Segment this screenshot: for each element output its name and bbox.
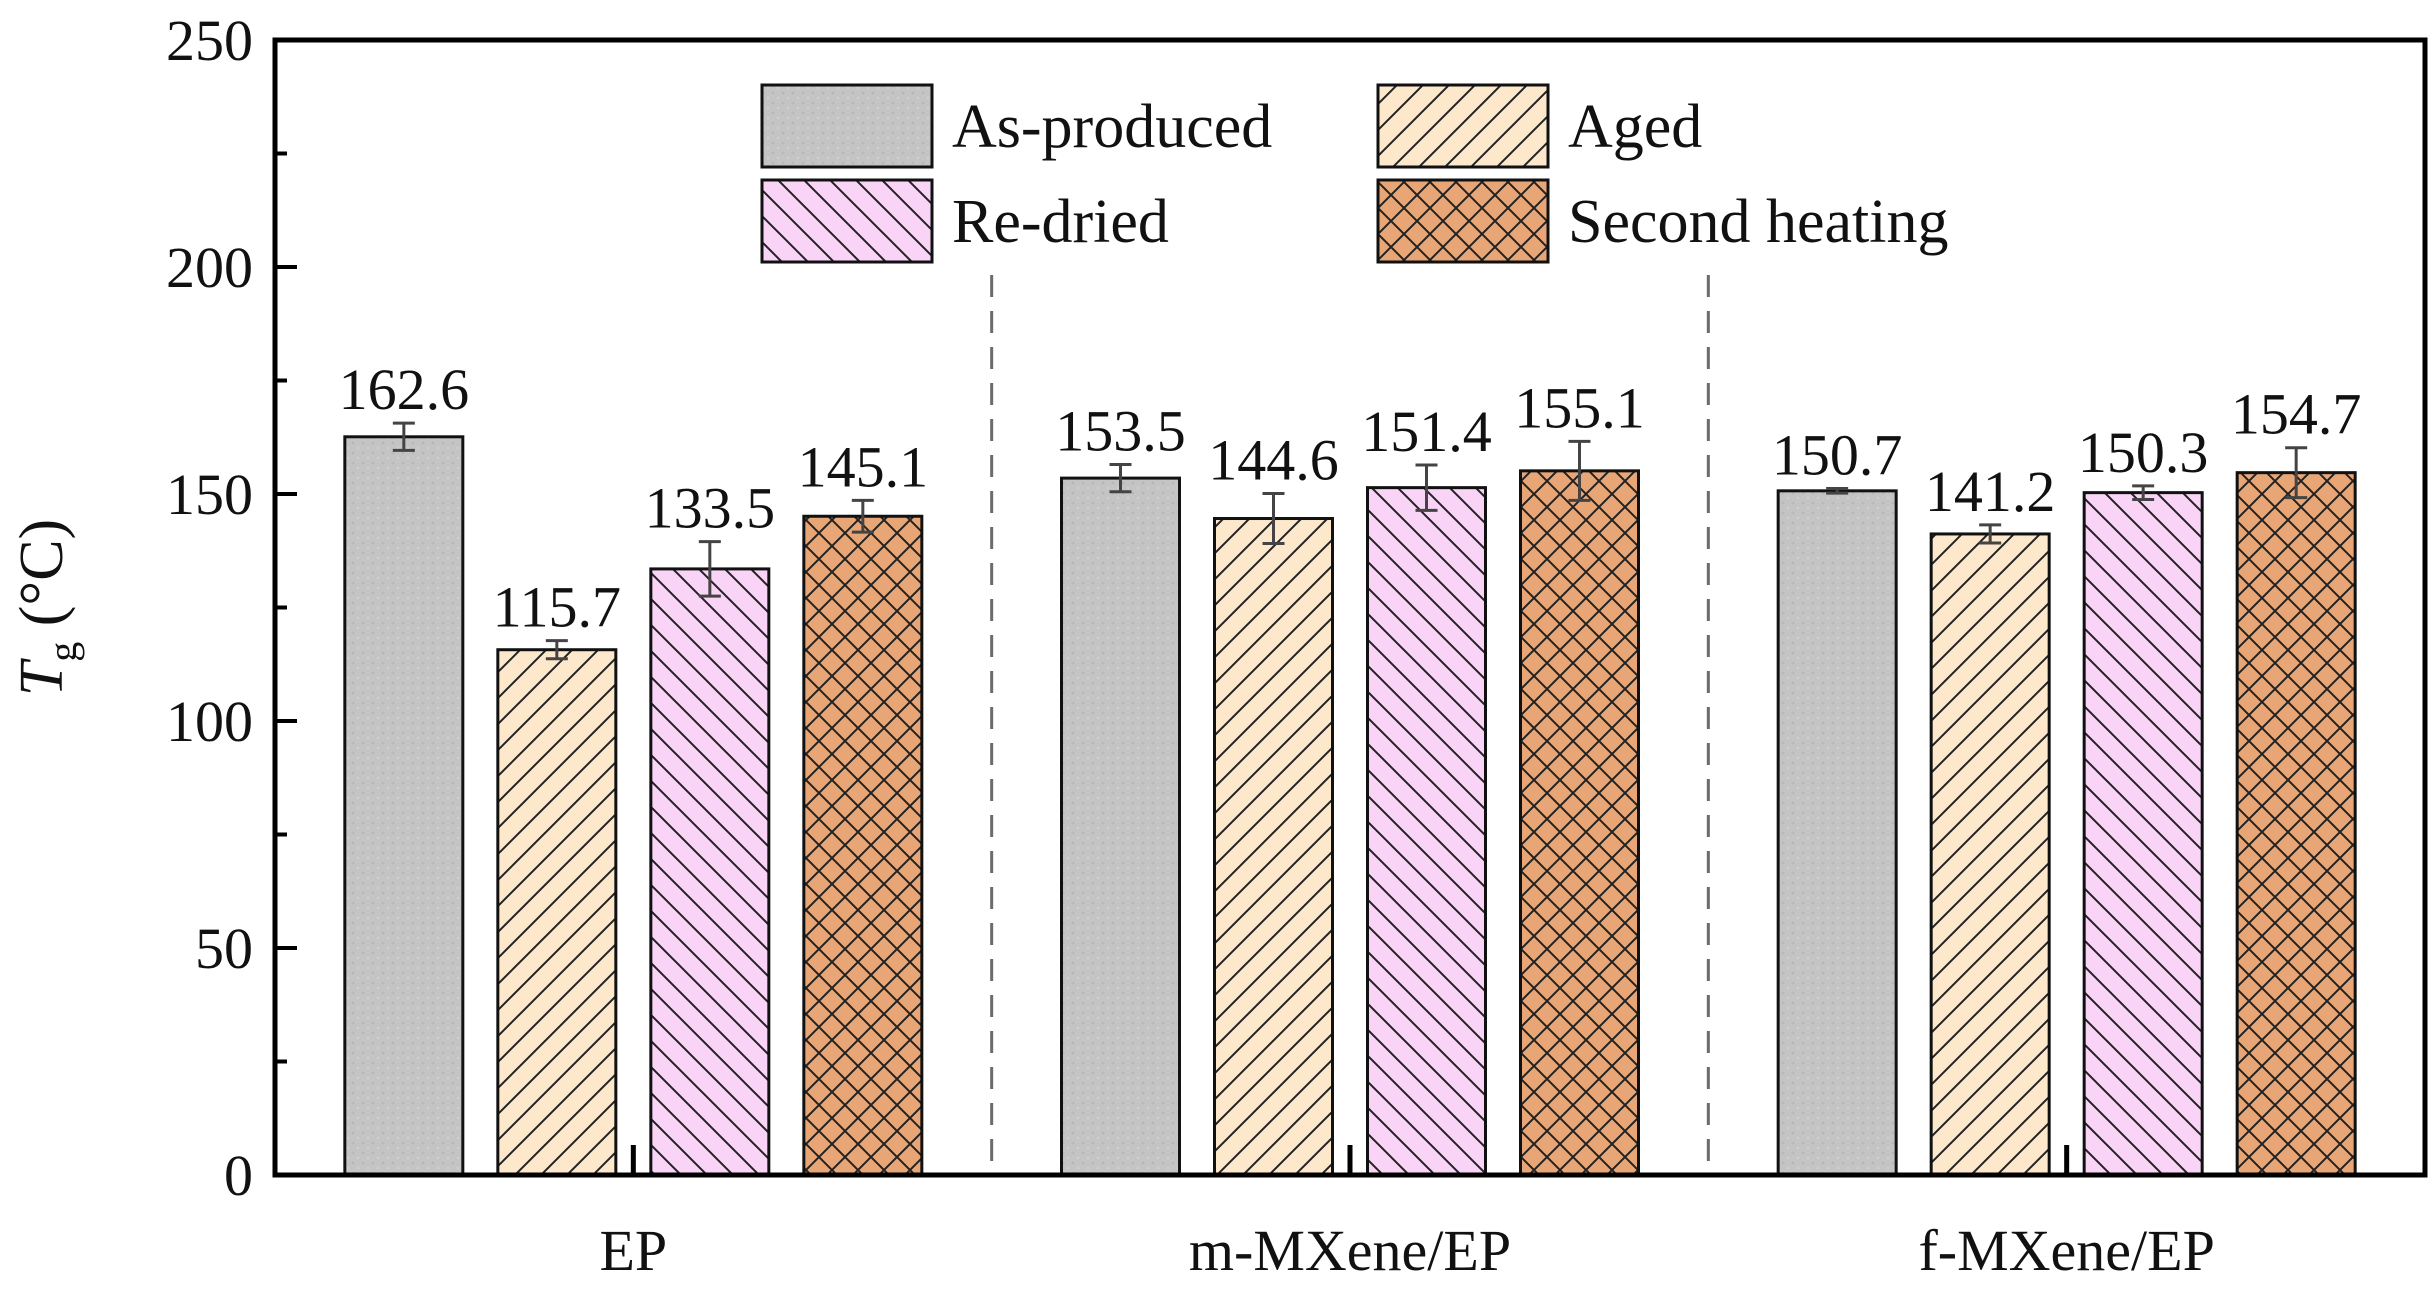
data-label: 133.5 <box>645 476 776 541</box>
x-tick-label: EP <box>599 1218 667 1283</box>
y-axis-title-subscript: g <box>40 642 85 662</box>
bar <box>802 514 924 1177</box>
legend-swatch <box>1376 178 1550 264</box>
legend-swatch <box>760 178 934 264</box>
y-tick-label: 200 <box>166 235 253 300</box>
legend-label: Second heating <box>1568 188 1949 256</box>
data-label: 155.1 <box>1514 375 1645 440</box>
data-label: 115.7 <box>493 575 621 640</box>
bar <box>1776 489 1898 1177</box>
legend-label: Re-dried <box>952 188 1169 256</box>
legend-label: As-produced <box>952 93 1272 161</box>
data-label: 162.6 <box>339 357 470 422</box>
y-tick-label: 0 <box>224 1143 253 1208</box>
x-tick-label: m-MXene/EP <box>1189 1218 1511 1283</box>
bar <box>1366 486 1487 1177</box>
data-label: 153.5 <box>1055 398 1186 463</box>
data-label: 150.7 <box>1772 423 1903 488</box>
data-label: 151.4 <box>1361 399 1492 464</box>
x-tick-label: f-MXene/EP <box>1918 1218 2214 1283</box>
y-tick-label: 250 <box>166 8 253 73</box>
y-axis-title: Tg (°C) <box>8 519 85 696</box>
bar <box>649 567 771 1177</box>
y-axis-title-unit: (°C) <box>8 519 76 642</box>
data-label: 150.3 <box>2078 420 2209 485</box>
y-tick-label: 50 <box>195 916 253 981</box>
bar <box>1213 517 1334 1177</box>
bar <box>1519 469 1640 1177</box>
bar <box>2235 471 2357 1177</box>
legend-swatch <box>1376 83 1550 169</box>
y-tick-label: 150 <box>166 462 253 527</box>
legend-swatch <box>760 83 934 169</box>
bar <box>2082 491 2204 1177</box>
bar <box>1060 476 1181 1177</box>
bar <box>343 435 465 1177</box>
data-label: 145.1 <box>798 434 929 499</box>
data-label: 154.7 <box>2231 382 2362 447</box>
legend-label: Aged <box>1568 93 1702 161</box>
data-label: 144.6 <box>1208 428 1339 493</box>
y-axis-title-symbol: T <box>8 657 76 696</box>
data-label: 141.2 <box>1925 459 2056 524</box>
bar <box>1929 532 2051 1177</box>
y-tick-label: 100 <box>166 689 253 754</box>
bar <box>496 648 618 1177</box>
